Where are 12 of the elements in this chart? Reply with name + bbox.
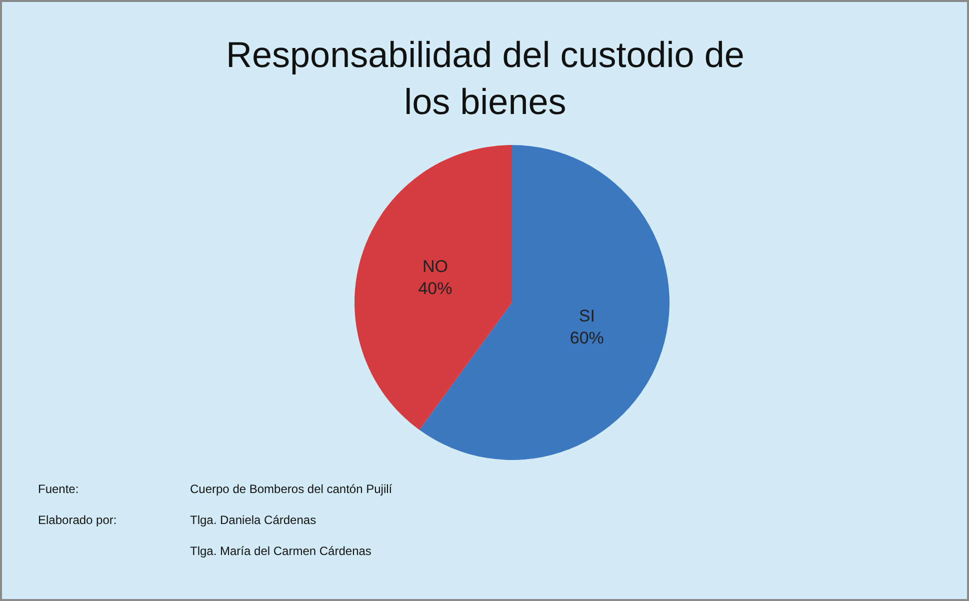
pie-slice xyxy=(419,145,670,460)
chart-title: Responsabilidad del custodio de los bienes xyxy=(226,34,744,122)
text: Cuerpo de Bomberos del cantón Pujilí xyxy=(190,482,393,496)
pie-slice xyxy=(354,145,512,430)
data-label: 60% xyxy=(570,328,604,348)
slice-label: NO xyxy=(422,257,448,276)
text: Tlga. Daniela Cárdenas xyxy=(190,513,316,527)
text: Tlga. María del Carmen Cárdenas xyxy=(190,544,372,558)
source-note: Fuente: xyxy=(38,482,79,496)
data-label: 40% xyxy=(418,279,452,298)
slice-label: SI xyxy=(578,306,595,326)
text: Elaborado por: xyxy=(38,513,117,527)
